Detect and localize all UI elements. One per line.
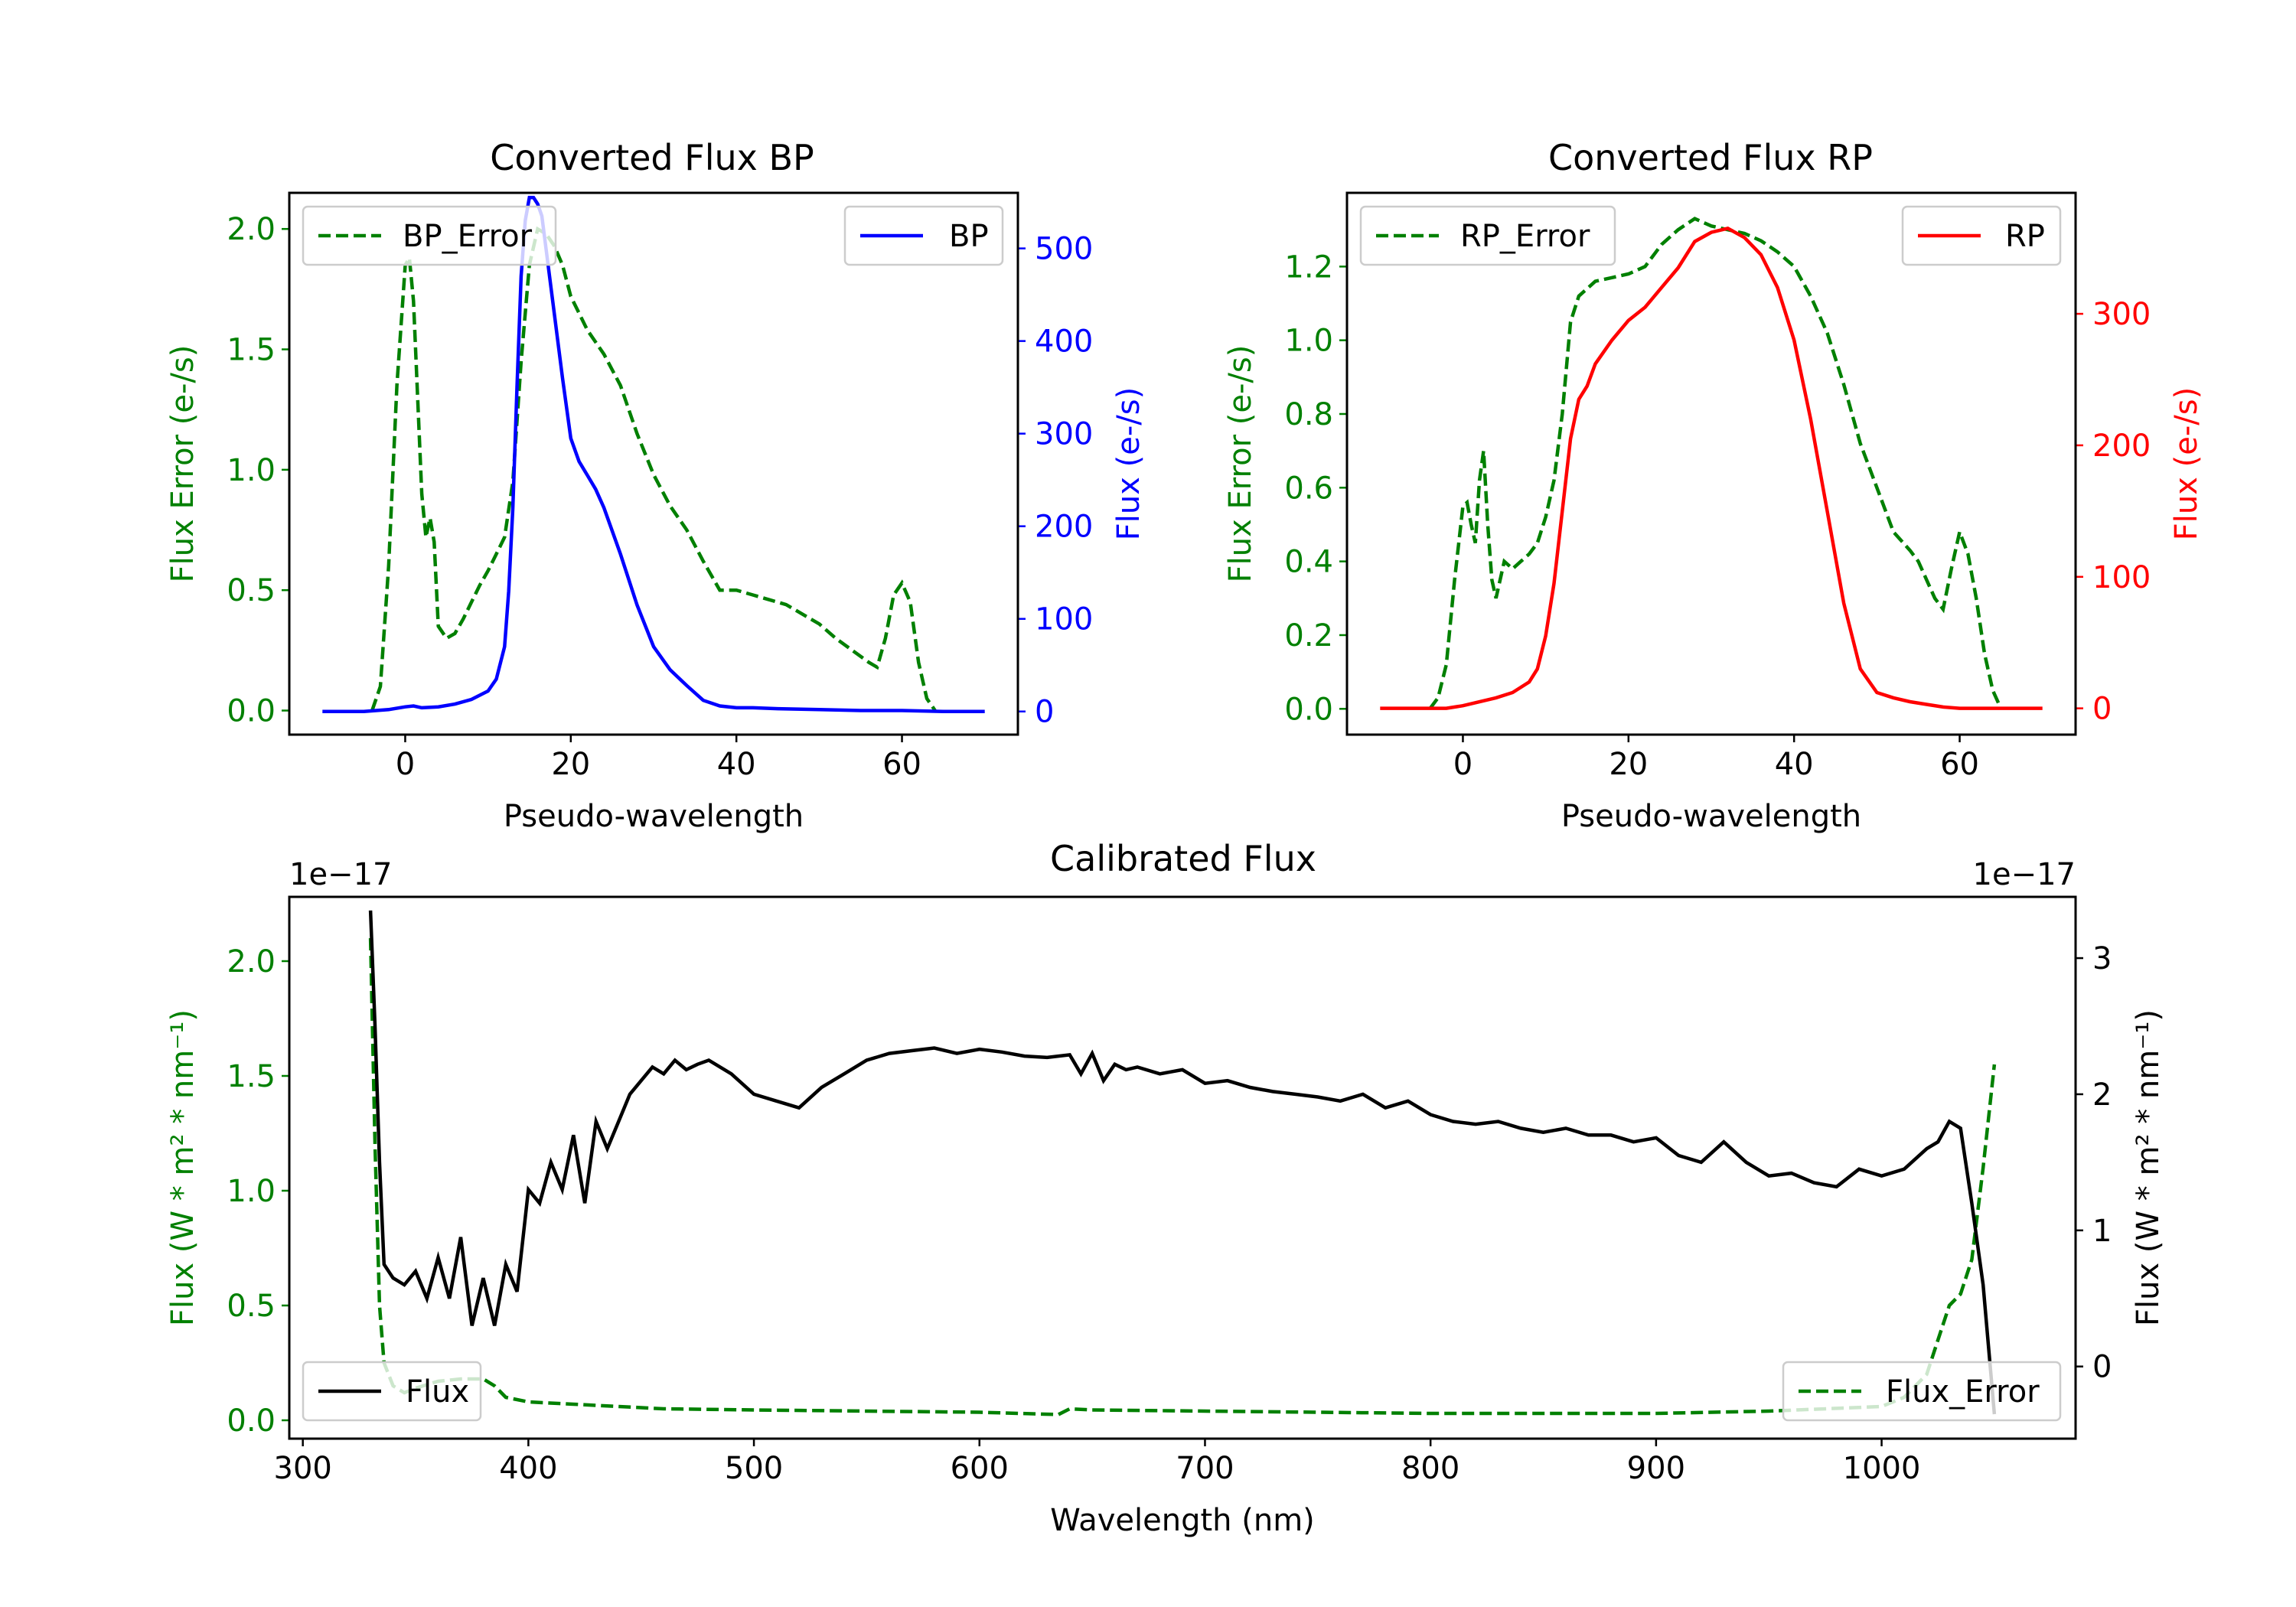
panel-cal-xlabel: Wavelength (nm) xyxy=(1050,1503,1315,1538)
panel-rp-legend-right-label: RP xyxy=(2005,219,2045,254)
x-tick-label: 20 xyxy=(551,747,590,782)
panel-rp-ticks: 0 20 40 60 0.0 0.2 0.4 0.6 0.8 1.0 1.2 0 100 200 300 xyxy=(1284,249,2151,782)
rp-error-line xyxy=(1428,217,2003,710)
bp-flux-line xyxy=(322,195,985,713)
panel-bp-frame xyxy=(288,191,1019,736)
panel-bp-legend-left: BP_Error xyxy=(302,205,557,266)
panel-cal: Calibrated Flux 1e−17 1e−17 300 400 500 600… xyxy=(165,838,2166,1538)
panel-bp-ylabel-left: Flux Error (e-/s) xyxy=(165,345,201,583)
panel-rp-legend-left-label: RP_Error xyxy=(1460,219,1590,254)
y-tick-label-right: 100 xyxy=(1035,602,1093,637)
rp-flux-line xyxy=(1380,227,2043,710)
y-tick-label-right: 500 xyxy=(1035,232,1093,267)
panel-bp: Converted Flux BP 0 20 40 60 0.0 0.5 1.0 1.5 2.0… xyxy=(165,137,1146,834)
y-tick-label-left: 0.0 xyxy=(1284,692,1333,727)
x-tick-label: 40 xyxy=(717,747,756,782)
panel-cal-legend-left-label: Flux xyxy=(406,1374,469,1410)
panel-cal-offset-right: 1e−17 xyxy=(1973,857,2076,892)
panel-rp: Converted Flux RP 0 20 40 60 0.0 0.2 0.4 0.6 0.8… xyxy=(1223,137,2204,834)
y-tick-label-right: 0 xyxy=(2092,1350,2112,1385)
cal-flux-line xyxy=(368,910,1997,1415)
y-tick-label-right: 200 xyxy=(1035,510,1093,545)
x-tick-label: 40 xyxy=(1775,747,1814,782)
y-tick-label-left: 1.0 xyxy=(227,453,276,488)
x-tick-label: 500 xyxy=(725,1451,783,1486)
y-tick-label-right: 2 xyxy=(2092,1077,2112,1113)
bp-error-line xyxy=(370,226,937,712)
x-tick-label: 60 xyxy=(1940,747,1979,782)
panel-cal-title: Calibrated Flux xyxy=(1050,838,1316,879)
panel-bp-legend-right: BP xyxy=(843,205,1004,266)
x-tick-label: 60 xyxy=(882,747,921,782)
y-tick-label-right: 300 xyxy=(2092,297,2151,332)
y-tick-label-right: 100 xyxy=(2092,560,2151,595)
panel-cal-legend-left: Flux xyxy=(302,1361,482,1422)
y-tick-label-right: 3 xyxy=(2092,941,2112,976)
y-tick-label-right: 400 xyxy=(1035,324,1093,360)
panel-cal-ticks: 300 400 500 600 700 800 900 1000 0.0 0.5 1.0 1.5 2.0… xyxy=(227,941,2112,1486)
panel-bp-ylabel-right: Flux (e-/s) xyxy=(1111,387,1146,540)
y-tick-label-right: 300 xyxy=(1035,417,1093,452)
y-tick-label-left: 1.0 xyxy=(1284,324,1333,359)
x-tick-label: 0 xyxy=(396,747,415,782)
panel-rp-plot xyxy=(1380,217,2043,710)
panel-cal-frame xyxy=(288,895,2077,1440)
panel-bp-legend-left-label: BP_Error xyxy=(403,219,533,254)
x-tick-label: 600 xyxy=(951,1451,1009,1486)
panel-bp-legend-right-label: BP xyxy=(949,219,989,254)
panel-bp-xlabel: Pseudo-wavelength xyxy=(504,799,804,834)
x-tick-label: 300 xyxy=(274,1451,332,1486)
panel-cal-legend-right: Flux_Error xyxy=(1782,1361,2062,1422)
y-tick-label-right: 0 xyxy=(2092,692,2112,727)
panel-rp-xlabel: Pseudo-wavelength xyxy=(1561,799,1861,834)
panel-rp-ylabel-left: Flux Error (e-/s) xyxy=(1223,345,1258,583)
panel-bp-ticks: 0 20 40 60 0.0 0.5 1.0 1.5 2.0 0 100 200 300 400 500 xyxy=(227,212,1093,782)
panel-rp-title: Converted Flux RP xyxy=(1548,137,1873,178)
x-tick-label: 400 xyxy=(499,1451,557,1486)
x-tick-label: 1000 xyxy=(1843,1451,1921,1486)
y-tick-label-left: 0.4 xyxy=(1284,545,1333,580)
panel-bp-title: Converted Flux BP xyxy=(490,137,814,178)
y-tick-label-left: 2.0 xyxy=(227,944,276,980)
x-tick-label: 0 xyxy=(1453,747,1473,782)
y-tick-label-left: 0.5 xyxy=(227,573,276,608)
y-tick-label-left: 0.6 xyxy=(1284,471,1333,506)
panel-cal-legend-right-label: Flux_Error xyxy=(1886,1374,2040,1410)
y-tick-label-left: 2.0 xyxy=(227,212,276,247)
y-tick-label-left: 1.5 xyxy=(227,1059,276,1094)
y-tick-label-left: 1.0 xyxy=(227,1174,276,1209)
y-tick-label-left: 0.8 xyxy=(1284,397,1333,432)
y-tick-label-left: 0.2 xyxy=(1284,618,1333,654)
y-tick-label-left: 1.2 xyxy=(1284,249,1333,285)
y-tick-label-left: 0.0 xyxy=(227,694,276,729)
x-tick-label: 900 xyxy=(1627,1451,1685,1486)
panel-cal-ylabel-right: Flux (W * m² * nm⁻¹) xyxy=(2131,1009,2166,1326)
panel-cal-offset-left: 1e−17 xyxy=(289,857,392,892)
y-tick-label-right: 1 xyxy=(2092,1214,2112,1249)
y-tick-label-left: 1.5 xyxy=(227,333,276,368)
panel-cal-ylabel-left: Flux (W * m² * nm⁻¹) xyxy=(165,1009,201,1326)
panel-rp-legend-right: RP xyxy=(1901,205,2062,266)
y-tick-label-right: 0 xyxy=(1035,695,1054,730)
panel-rp-legend-left: RP_Error xyxy=(1359,205,1616,266)
x-tick-label: 700 xyxy=(1176,1451,1234,1486)
panel-bp-plot xyxy=(322,195,985,713)
panel-rp-frame xyxy=(1345,191,2077,736)
y-tick-label-left: 0.5 xyxy=(227,1289,276,1324)
panel-rp-ylabel-right: Flux (e-/s) xyxy=(2169,387,2204,540)
y-tick-label-left: 0.0 xyxy=(227,1403,276,1439)
x-tick-label: 800 xyxy=(1401,1451,1459,1486)
x-tick-label: 20 xyxy=(1609,747,1648,782)
y-tick-label-right: 200 xyxy=(2092,429,2151,464)
